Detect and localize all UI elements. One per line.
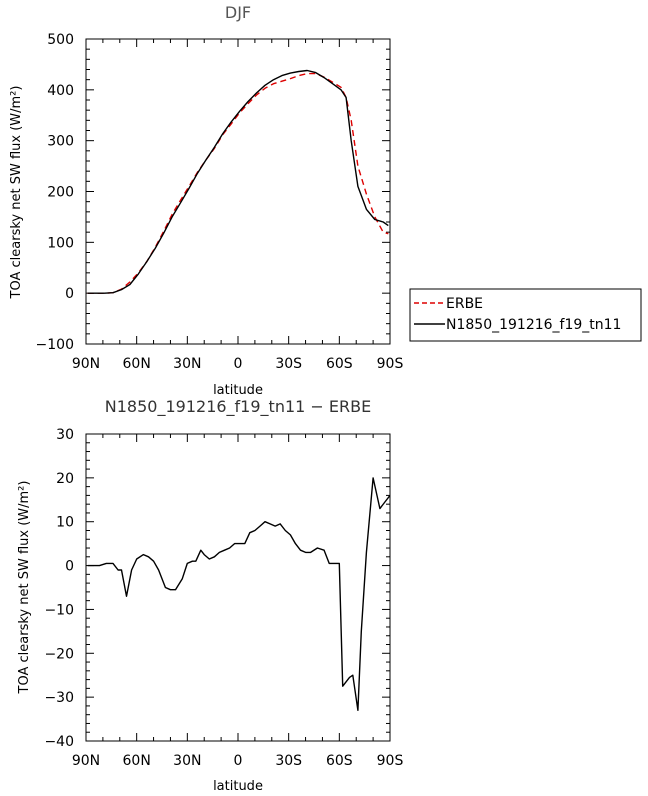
top-x-axis: 90N 60N 30N 0 30S 60S 90S (72, 39, 404, 372)
bottom-x-tick-label: 90S (377, 753, 404, 769)
bottom-y-axis: −40 −30 −20 −10 0 10 20 30 (44, 427, 390, 750)
bottom-y-axis-title: TOA clearsky net SW flux (W/m²) (17, 481, 32, 695)
bottom-y-tick-label: −40 (44, 734, 74, 750)
bottom-y-tick-label: −20 (44, 646, 74, 662)
top-y-axis: −100 0 100 200 300 400 500 (36, 32, 390, 353)
legend-label-model: N1850_191216_f19_tn11 (446, 317, 621, 333)
bottom-x-tick-label: 60N (123, 753, 151, 769)
top-plot-frame (85, 38, 391, 345)
bottom-x-tick-label: 60S (326, 753, 353, 769)
bottom-y-tick-label: 10 (56, 515, 74, 531)
bottom-y-tick-label: 0 (65, 559, 74, 575)
bottom-x-tick-label: 30S (275, 753, 302, 769)
top-chart-panel: DJF −100 0 100 200 300 400 500 90N 60N 30N 0 30S 60… (9, 3, 403, 398)
top-x-tick-label: 90S (377, 356, 404, 372)
top-x-tick-label: 0 (234, 356, 243, 372)
top-series-line-n1850-191216-f19-tn11 (87, 69, 389, 294)
bottom-y-tick-label: 20 (56, 471, 74, 487)
bottom-chart-title: N1850_191216_f19_tn11 − ERBE (105, 397, 371, 417)
legend-box (409, 288, 642, 342)
bottom-x-tick-label: 90N (72, 753, 100, 769)
legend-label-erbe: ERBE (446, 296, 483, 312)
top-series-line-erbe (87, 72, 389, 294)
top-y-tick-label: 400 (47, 83, 74, 99)
bottom-plot-frame (85, 433, 391, 742)
bottom-chart-panel: N1850_191216_f19_tn11 − ERBE −40 −30 −20 −1… (17, 397, 403, 794)
top-y-tick-label: 200 (47, 185, 74, 201)
top-y-tick-label: 500 (47, 32, 74, 48)
bottom-y-tick-label: −10 (44, 602, 74, 618)
bottom-series-line-difference (87, 477, 391, 711)
bottom-x-tick-label: 30N (173, 753, 201, 769)
top-x-tick-label: 30S (275, 356, 302, 372)
top-x-tick-label: 90N (72, 356, 100, 372)
top-y-axis-title: TOA clearsky net SW flux (W/m²) (9, 86, 24, 300)
top-x-tick-label: 60N (123, 356, 151, 372)
top-x-tick-label: 30N (173, 356, 201, 372)
bottom-x-tick-label: 0 (234, 753, 243, 769)
top-y-tick-label: 300 (47, 134, 74, 150)
bottom-series-lines (87, 477, 391, 711)
top-y-tick-label: 100 (47, 235, 74, 251)
top-chart-title: DJF (225, 3, 251, 22)
top-x-axis-title: latitude (213, 383, 263, 398)
bottom-y-tick-label: −30 (44, 690, 74, 706)
top-series-lines (87, 69, 389, 294)
bottom-x-axis: 90N 60N 30N 0 30S 60S 90S (72, 434, 404, 769)
top-y-tick-label: −100 (36, 337, 74, 353)
top-y-tick-label: 0 (65, 286, 74, 302)
bottom-x-axis-title: latitude (213, 779, 263, 794)
bottom-y-tick-label: 30 (56, 427, 74, 443)
legend: ERBE N1850_191216_f19_tn11 (409, 288, 642, 342)
top-x-tick-label: 60S (326, 356, 353, 372)
